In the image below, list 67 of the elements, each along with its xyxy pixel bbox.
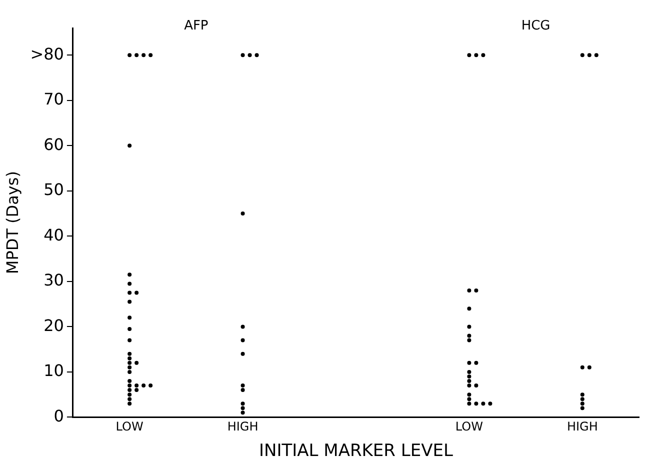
y-tick-label: 70 bbox=[44, 90, 64, 109]
point bbox=[240, 388, 245, 392]
y-tick-label: >80 bbox=[30, 44, 64, 64]
point bbox=[128, 388, 132, 392]
y-tick-label: 30 bbox=[44, 270, 64, 290]
point bbox=[128, 360, 132, 365]
point bbox=[240, 338, 245, 342]
point bbox=[467, 370, 472, 374]
point bbox=[467, 338, 472, 342]
point bbox=[467, 288, 472, 292]
point bbox=[128, 365, 132, 370]
point bbox=[467, 397, 472, 402]
point bbox=[467, 402, 472, 406]
point bbox=[580, 392, 584, 397]
x-tick-label: LOW bbox=[116, 420, 144, 434]
point bbox=[240, 352, 245, 356]
point bbox=[580, 53, 584, 58]
point bbox=[128, 290, 132, 295]
point bbox=[128, 316, 132, 320]
point bbox=[128, 272, 132, 277]
y-tick-label: 0 bbox=[54, 406, 64, 426]
point bbox=[128, 282, 132, 286]
point bbox=[467, 392, 472, 397]
point bbox=[128, 300, 132, 304]
point bbox=[240, 212, 245, 216]
x-tick-label: HIGH bbox=[227, 420, 258, 434]
point bbox=[240, 53, 245, 58]
point bbox=[128, 397, 132, 402]
y-tick-label: 50 bbox=[44, 180, 64, 200]
point bbox=[128, 53, 132, 58]
x-tick-label: HIGH bbox=[566, 420, 598, 434]
annotation: HCG bbox=[521, 18, 550, 34]
point bbox=[128, 338, 132, 342]
y-tick-label: 20 bbox=[44, 316, 64, 335]
point bbox=[467, 53, 472, 58]
y-axis-title: MPDT (Days) bbox=[2, 171, 22, 274]
point bbox=[128, 144, 132, 148]
y-tick-label: 40 bbox=[44, 225, 64, 244]
y-tick-label: 60 bbox=[44, 134, 64, 154]
point bbox=[240, 410, 245, 415]
point bbox=[240, 324, 245, 329]
point bbox=[128, 352, 132, 356]
point bbox=[128, 378, 132, 383]
point bbox=[128, 384, 132, 388]
point bbox=[580, 406, 584, 410]
x-tick-label: LOW bbox=[455, 420, 484, 434]
point bbox=[467, 378, 472, 383]
point bbox=[240, 406, 245, 410]
point bbox=[128, 392, 132, 397]
point bbox=[580, 397, 584, 402]
point bbox=[240, 402, 245, 406]
point bbox=[580, 365, 584, 370]
point bbox=[128, 326, 132, 331]
point bbox=[467, 384, 472, 388]
x-axis-title: INITIAL MARKER LEVEL bbox=[259, 441, 454, 462]
point bbox=[467, 374, 472, 378]
point bbox=[128, 370, 132, 374]
point bbox=[580, 402, 584, 406]
point bbox=[240, 384, 245, 388]
point bbox=[467, 324, 472, 329]
point bbox=[128, 402, 132, 406]
point bbox=[467, 360, 472, 365]
y-tick-label: 10 bbox=[44, 361, 64, 380]
point bbox=[128, 356, 132, 360]
annotation: AFP bbox=[184, 18, 208, 34]
point bbox=[467, 334, 472, 338]
point bbox=[467, 306, 472, 311]
